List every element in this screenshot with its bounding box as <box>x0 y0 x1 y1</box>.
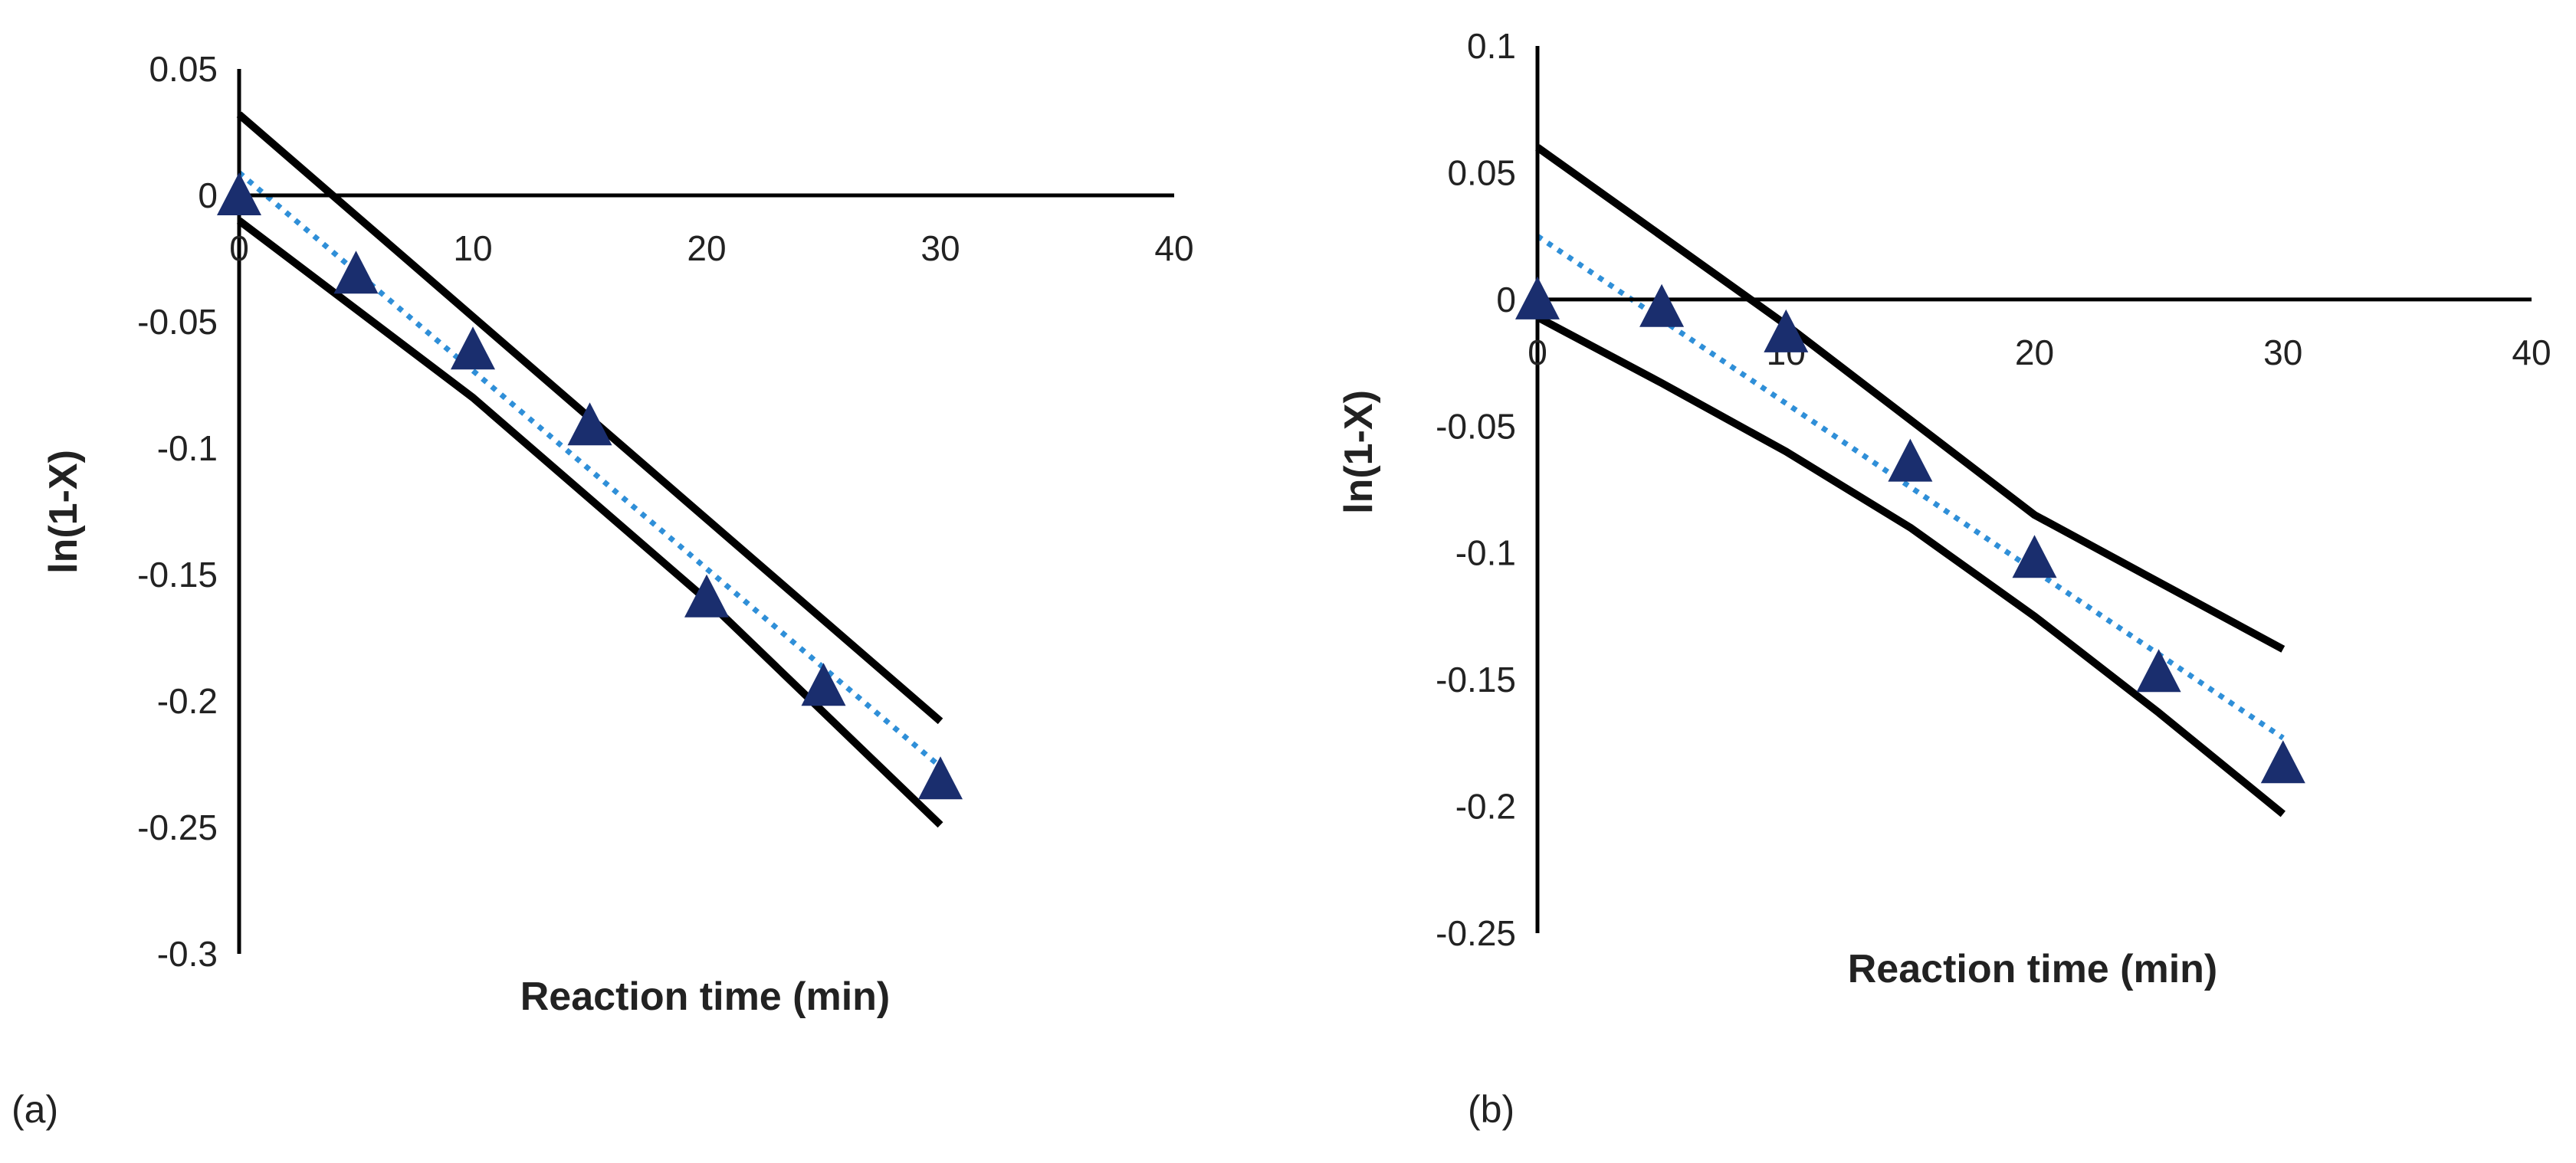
data-point-triangle <box>1515 276 1560 319</box>
axes-layer <box>237 69 1174 954</box>
x-axis-title: Reaction time (min) <box>520 975 891 1019</box>
y-axis-title: ln(1-X) <box>1337 390 1381 514</box>
x-tick-label: 30 <box>2263 333 2302 372</box>
y-tick-label: -0.15 <box>137 555 218 595</box>
y-tick-label: -0.05 <box>1436 406 1516 446</box>
data-point-triangle <box>1888 438 1933 482</box>
data-point-triangle <box>918 756 963 800</box>
y-tick-label: -0.1 <box>157 428 218 468</box>
y-tick-label: -0.2 <box>157 681 218 721</box>
y-tick-label: -0.3 <box>157 934 218 974</box>
fit-layer <box>237 170 943 769</box>
y-tick-label: 0.05 <box>1447 152 1516 192</box>
x-tick-label: 10 <box>453 228 492 268</box>
ticks-layer: 0.05 0 -0.05 -0.1 -0.15 -0.2 -0.25 -0.3 0 10 20 30 4… <box>137 49 1193 974</box>
points-layer <box>1515 276 2305 784</box>
lower-bound-line <box>236 218 943 828</box>
x-tick-label: 20 <box>687 228 726 268</box>
data-point-triangle <box>1764 309 1809 352</box>
y-tick-label: 0.1 <box>1467 26 1516 66</box>
bounds-layer <box>1535 144 2286 817</box>
x-axis-title: Reaction time (min) <box>1848 947 2218 991</box>
data-point-triangle <box>567 402 612 446</box>
x-tick-label: 40 <box>1154 228 1193 268</box>
lower-bound-line <box>1535 313 2286 817</box>
x-tick-label: 30 <box>920 228 960 268</box>
y-tick-label: -0.2 <box>1455 787 1516 827</box>
data-point-triangle <box>684 574 729 618</box>
y-tick-label: -0.25 <box>1436 913 1516 953</box>
upper-bound-line <box>1535 144 2286 653</box>
y-tick-label: -0.05 <box>137 302 218 342</box>
y-tick-label: 0.05 <box>149 49 218 89</box>
ticks-layer: 0.10.050-0.05-0.1-0.15-0.2-0.25010203040 <box>1436 26 2551 953</box>
panel-label-a: (a) <box>11 1088 58 1131</box>
panel-label-b: (b) <box>1468 1088 1514 1131</box>
y-tick-label: -0.15 <box>1436 660 1516 699</box>
data-point-triangle <box>801 663 846 706</box>
chart-panel-a: 0.05 0 -0.05 -0.1 -0.15 -0.2 -0.25 -0.3 0 10 20 30 4… <box>11 49 1194 1131</box>
y-axis-title: ln(1-X) <box>41 450 86 574</box>
y-tick-label: 0 <box>198 175 218 215</box>
data-point-triangle <box>451 326 495 370</box>
data-point-triangle <box>333 251 379 294</box>
x-tick-label: 0 <box>1528 333 1547 372</box>
y-tick-label: 0 <box>1496 280 1516 319</box>
data-point-triangle <box>1639 283 1685 327</box>
chart-panel-b: 0.10.050-0.05-0.1-0.15-0.2-0.25010203040… <box>1337 26 2551 1131</box>
trendline-dotted <box>237 170 943 769</box>
axes-layer <box>1535 46 2532 933</box>
x-tick-label: 0 <box>229 228 249 268</box>
data-point-triangle <box>2260 740 2305 784</box>
data-point-triangle <box>2012 535 2057 578</box>
x-tick-label: 40 <box>2512 333 2551 372</box>
bounds-layer <box>236 111 943 828</box>
y-tick-label: -0.1 <box>1455 533 1516 573</box>
data-point-triangle <box>2136 649 2181 693</box>
y-tick-label: -0.25 <box>137 808 218 847</box>
x-tick-label: 20 <box>2015 333 2054 372</box>
data-point-triangle <box>217 172 261 215</box>
points-layer <box>217 172 963 800</box>
